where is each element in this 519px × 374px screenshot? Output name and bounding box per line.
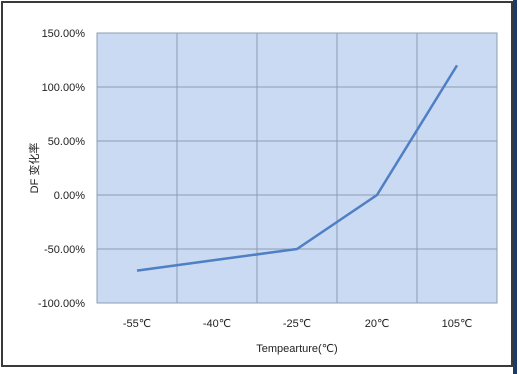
series-line — [136, 64, 459, 272]
y-tick-label: 150.00% — [42, 28, 86, 40]
y-tick-label: 100.00% — [42, 82, 86, 94]
gridlines — [96, 32, 498, 304]
x-tick-label: 105℃ — [442, 318, 473, 330]
x-tick-label: -40℃ — [203, 318, 231, 330]
x-tick-label: -25℃ — [283, 318, 311, 330]
y-axis-label: DF 变化率 — [27, 143, 41, 194]
y-tick-label: 50.00% — [48, 136, 86, 148]
y-tick-label: -100.00% — [38, 298, 85, 310]
plot-area — [96, 32, 498, 304]
x-axis-ticks: -55℃ -40℃ -25℃ 20℃ 105℃ — [123, 318, 472, 330]
x-tick-label: -55℃ — [123, 318, 151, 330]
y-tick-label: -50.00% — [44, 244, 85, 256]
x-tick-label: 20℃ — [365, 318, 390, 330]
x-axis-label: Tempearture(℃) — [256, 343, 337, 355]
window-edge — [513, 0, 517, 374]
y-tick-label: 0.00% — [54, 190, 85, 202]
y-axis-ticks: 150.00% 100.00% 50.00% 0.00% -50.00% -100.00% — [38, 28, 85, 310]
